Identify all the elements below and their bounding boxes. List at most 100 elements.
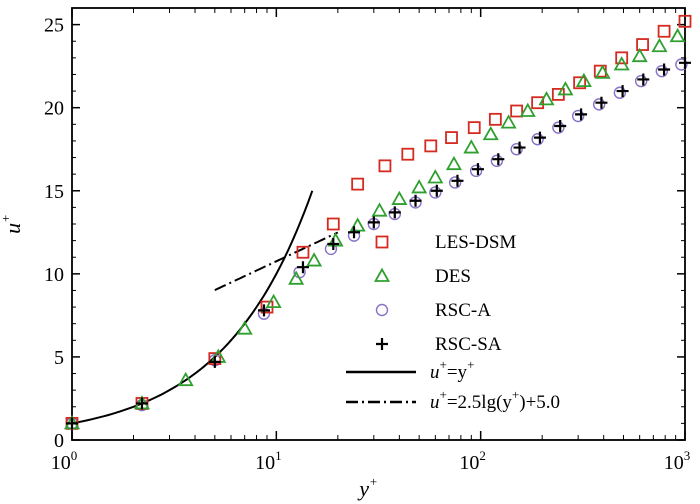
data-point [429, 186, 442, 199]
data-point [471, 163, 484, 176]
y-tick-label: 10 [44, 264, 64, 286]
data-point [575, 108, 588, 121]
data-point [469, 164, 483, 178]
data-point [573, 76, 587, 90]
y-tick-label: 0 [54, 430, 64, 452]
x-axis-label: y+ [357, 474, 378, 501]
y-tick-label: 20 [44, 98, 64, 120]
legend-label: DES [435, 266, 471, 287]
reference-lines [71, 190, 339, 425]
data-point [533, 131, 546, 144]
data-point [236, 320, 253, 335]
legend-marker [375, 303, 389, 317]
legend-label: RSC-A [435, 300, 491, 321]
data-point [445, 131, 458, 145]
viscous-sublayer-line [71, 190, 314, 425]
data-point [371, 202, 388, 217]
data-point [451, 174, 464, 187]
data-point [488, 112, 502, 126]
legend-label: LES-DSM [435, 232, 516, 253]
data-point [349, 217, 366, 232]
plot-frame [71, 7, 686, 441]
data-point [367, 216, 380, 229]
legend-marker [373, 267, 391, 282]
data-point [66, 417, 78, 430]
data-point [306, 252, 323, 267]
data-point [554, 119, 567, 132]
data-point [326, 217, 340, 231]
data-point [634, 74, 648, 88]
data-point [296, 261, 309, 274]
data-point [265, 293, 282, 308]
data-point [538, 91, 555, 106]
data-point [613, 86, 627, 99]
data-point [135, 397, 148, 410]
data-point [448, 176, 462, 189]
legend-marker [376, 338, 388, 350]
axes: 0 5 10 15 20 25 100 101 102 103 y+ u+ [0, 7, 691, 501]
data-point [391, 190, 408, 205]
data-point [348, 226, 361, 239]
data-point [378, 159, 392, 173]
data-point [445, 155, 462, 171]
series-rsc-sa [66, 56, 691, 430]
data-point [592, 98, 606, 111]
data-point [208, 355, 221, 368]
data-point [411, 179, 428, 194]
y-tick-label: 5 [54, 347, 64, 369]
data-point [401, 147, 415, 161]
data-point [675, 58, 688, 71]
data-point [519, 102, 536, 117]
data-point [288, 270, 305, 285]
data-point [351, 177, 365, 191]
data-point [531, 96, 545, 110]
data-point [388, 206, 401, 219]
data-point [257, 304, 270, 317]
data-point [424, 139, 438, 153]
data-point [327, 237, 340, 250]
data-point [655, 64, 669, 78]
data-point [296, 245, 310, 259]
data-point [510, 143, 523, 156]
data-point [467, 121, 481, 135]
data-point [571, 109, 585, 123]
x-tick-label: 103 [664, 448, 691, 474]
x-tick-label: 102 [459, 448, 486, 474]
data-point [500, 114, 517, 129]
data-point [482, 125, 499, 141]
x-tick-label: 100 [51, 448, 78, 474]
data-markers [63, 14, 692, 430]
legend-label: u+=y+ [430, 357, 474, 383]
data-point [669, 27, 686, 43]
log-law-line [214, 231, 339, 292]
data-point [631, 47, 648, 63]
data-point [679, 56, 691, 69]
data-point [657, 24, 671, 38]
legend-label: u+=2.5lg(y+)+5.0 [430, 387, 560, 413]
data-point [430, 184, 443, 197]
data-point [490, 154, 504, 168]
y-tick-label: 15 [44, 181, 64, 203]
data-point [678, 14, 692, 28]
data-point [177, 371, 194, 387]
data-point [595, 96, 608, 109]
data-point [616, 85, 629, 98]
data-point [637, 73, 650, 86]
data-point [552, 121, 565, 134]
data-point [557, 81, 574, 96]
data-point [409, 194, 422, 207]
data-point [427, 169, 444, 184]
data-point [513, 141, 526, 154]
legend-marker [375, 235, 389, 249]
data-point [575, 72, 592, 88]
y-tick-label: 25 [44, 15, 64, 37]
data-point [658, 63, 671, 76]
data-point [615, 51, 629, 65]
data-point [531, 133, 544, 146]
data-point [651, 37, 668, 53]
y-axis-label: u+ [0, 214, 25, 234]
legend: LES-DSM DES RSC-A RSC-SAu+=y+ u+=2.5lg(y+)+5… [346, 232, 560, 413]
data-point [613, 56, 630, 71]
data-point [492, 153, 505, 166]
